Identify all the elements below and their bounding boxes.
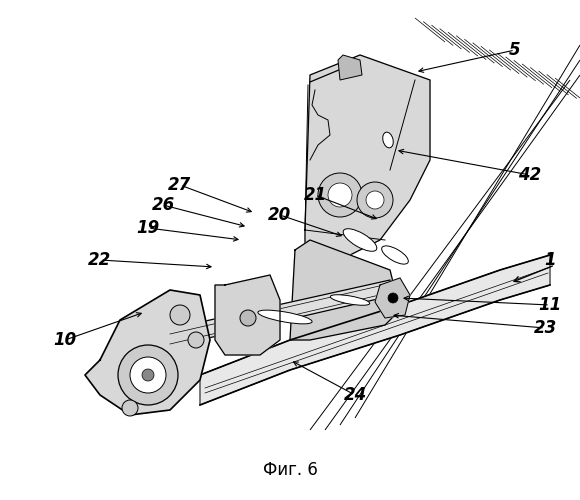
Circle shape [357, 182, 393, 218]
Text: 27: 27 [168, 176, 191, 194]
Text: 19: 19 [136, 219, 160, 237]
Text: Фиг. 6: Фиг. 6 [263, 461, 317, 479]
Text: 42: 42 [519, 166, 542, 184]
Polygon shape [305, 55, 430, 260]
Circle shape [118, 345, 178, 405]
Polygon shape [290, 240, 400, 340]
Polygon shape [338, 55, 362, 80]
Polygon shape [160, 280, 395, 355]
Text: 23: 23 [534, 319, 557, 337]
Polygon shape [215, 275, 280, 355]
Text: 5: 5 [509, 41, 521, 59]
Text: 20: 20 [269, 206, 292, 224]
Circle shape [170, 305, 190, 325]
Text: 24: 24 [343, 386, 367, 404]
Ellipse shape [330, 294, 369, 306]
Text: 10: 10 [53, 331, 77, 349]
Polygon shape [375, 278, 410, 318]
Ellipse shape [383, 132, 393, 148]
Text: 26: 26 [151, 196, 175, 214]
Text: 22: 22 [88, 251, 111, 269]
Circle shape [122, 400, 138, 416]
Ellipse shape [258, 310, 312, 324]
Circle shape [328, 183, 352, 207]
Circle shape [388, 293, 398, 303]
Circle shape [240, 310, 256, 326]
Polygon shape [85, 290, 210, 415]
Circle shape [318, 173, 362, 217]
Ellipse shape [382, 246, 408, 264]
Circle shape [130, 357, 166, 393]
Circle shape [366, 191, 384, 209]
Text: 11: 11 [538, 296, 561, 314]
Circle shape [142, 369, 154, 381]
Text: 21: 21 [303, 186, 327, 204]
Text: 1: 1 [544, 251, 556, 269]
Polygon shape [200, 255, 550, 405]
Circle shape [188, 332, 204, 348]
Ellipse shape [343, 228, 377, 252]
